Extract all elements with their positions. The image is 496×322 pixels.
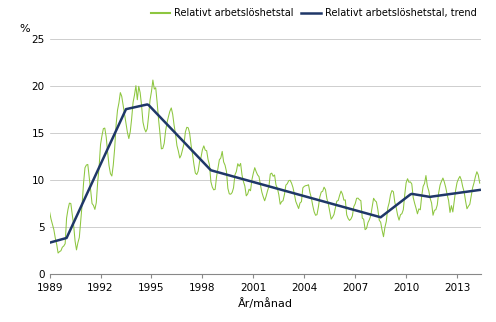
Relativt arbetslöshetstal, trend <box>254 181 260 185</box>
Relativt arbetslöshetstal <box>467 202 473 206</box>
Line: Relativt arbetslöshetstal: Relativt arbetslöshetstal <box>50 80 480 253</box>
Relativt arbetslöshetstal <box>55 251 61 255</box>
Relativt arbetslöshetstal, trend <box>477 188 483 192</box>
Legend: Relativt arbetslöshetstal, Relativt arbetslöshetstal, trend: Relativt arbetslöshetstal, Relativt arbe… <box>151 8 476 18</box>
Relativt arbetslöshetstal <box>256 175 262 179</box>
Relativt arbetslöshetstal <box>477 181 483 185</box>
Relativt arbetslöshetstal <box>47 210 53 214</box>
Relativt arbetslöshetstal, trend <box>144 102 150 106</box>
Relativt arbetslöshetstal <box>427 196 433 200</box>
Relativt arbetslöshetstal <box>461 190 467 194</box>
Relativt arbetslöshetstal, trend <box>426 195 432 199</box>
Relativt arbetslöshetstal, trend <box>465 190 471 194</box>
Relativt arbetslöshetstal, trend <box>47 241 53 245</box>
Relativt arbetslöshetstal <box>183 130 188 134</box>
Text: %: % <box>19 24 30 34</box>
Relativt arbetslöshetstal, trend <box>460 190 466 194</box>
Relativt arbetslöshetstal <box>334 199 340 203</box>
X-axis label: År/månad: År/månad <box>238 298 293 309</box>
Relativt arbetslöshetstal <box>150 78 156 82</box>
Relativt arbetslöshetstal, trend <box>332 203 338 207</box>
Line: Relativt arbetslöshetstal, trend: Relativt arbetslöshetstal, trend <box>50 104 480 243</box>
Relativt arbetslöshetstal, trend <box>181 140 187 144</box>
